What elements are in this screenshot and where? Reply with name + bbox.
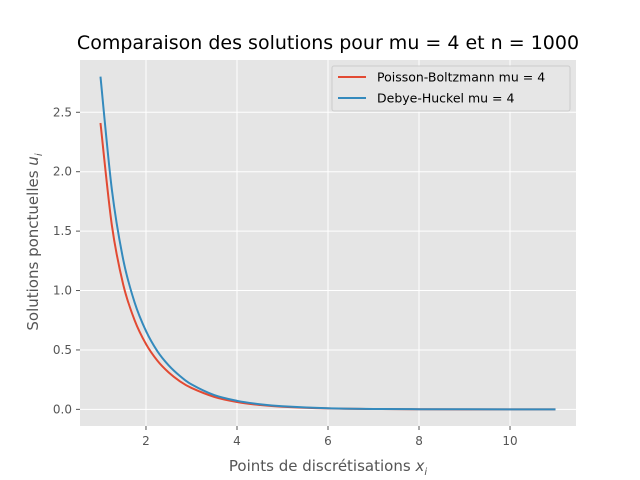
- legend-label: Debye-Huckel mu = 4: [377, 91, 514, 106]
- y-axis-label: Solutions ponctuelles ui: [24, 153, 45, 330]
- legend-label: Poisson-Boltzmann mu = 4: [377, 70, 545, 85]
- y-tick-label: 1.5: [53, 224, 72, 238]
- x-axis-label: Points de discrétisations xi: [229, 457, 427, 478]
- y-tick-label: 0.5: [53, 343, 72, 357]
- legend-box: [331, 65, 571, 112]
- x-tick-label: 4: [233, 434, 241, 448]
- y-tick-label: 0.0: [53, 402, 72, 416]
- chart-title: Comparaison des solutions pour mu = 4 et…: [77, 32, 579, 54]
- tick-labels: 2 4 6 8 10 0.0 0.5 1.0 1.5 2.0 2.5: [53, 105, 518, 448]
- legend: Poisson-Boltzmann mu = 4 Debye-Huckel mu …: [331, 65, 571, 112]
- x-tick-label: 8: [415, 434, 423, 448]
- x-tick-label: 6: [324, 434, 332, 448]
- grid: [80, 60, 576, 426]
- y-tick-label: 2.5: [53, 105, 72, 119]
- y-tick-label: 2.0: [53, 165, 72, 179]
- series-line-2: [99, 76, 556, 411]
- x-tick-label: 10: [502, 434, 517, 448]
- y-tick-label: 1.0: [53, 284, 72, 298]
- series-group: [99, 76, 556, 411]
- x-tick-label: 2: [142, 434, 150, 448]
